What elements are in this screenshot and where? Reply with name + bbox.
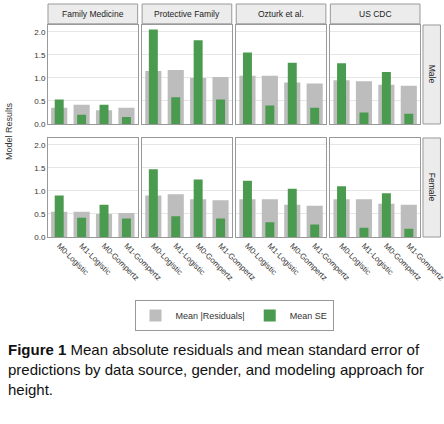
svg-text:M0-Logistic: M0-Logistic <box>149 241 184 276</box>
svg-text:M0-Gompertz: M0-Gompertz <box>382 241 423 282</box>
svg-text:Model Results: Model Results <box>4 102 14 160</box>
svg-text:M0-Logistic: M0-Logistic <box>243 241 278 276</box>
svg-text:M1-Logistic: M1-Logistic <box>77 241 112 276</box>
svg-text:2.0: 2.0 <box>34 141 46 150</box>
svg-text:1.0: 1.0 <box>34 74 46 83</box>
svg-text:2.0: 2.0 <box>34 28 46 37</box>
svg-text:Female: Female <box>427 173 437 202</box>
svg-text:US CDC: US CDC <box>359 9 392 19</box>
svg-text:M1-Gompertz: M1-Gompertz <box>405 241 444 282</box>
svg-text:Mean SE: Mean SE <box>290 311 327 321</box>
svg-text:M1-Gompertz: M1-Gompertz <box>216 241 257 282</box>
svg-text:M0-Gompertz: M0-Gompertz <box>288 241 329 282</box>
svg-text:M1-Logistic: M1-Logistic <box>171 241 206 276</box>
svg-text:1.0: 1.0 <box>34 187 46 196</box>
svg-text:M1-Gompertz: M1-Gompertz <box>310 241 351 282</box>
svg-text:M0-Gompertz: M0-Gompertz <box>100 241 141 282</box>
svg-text:0.5: 0.5 <box>34 97 46 106</box>
svg-text:M1-Logistic: M1-Logistic <box>360 241 395 276</box>
svg-text:0.5: 0.5 <box>34 210 46 219</box>
svg-text:Male: Male <box>427 65 437 84</box>
svg-text:M0-Logistic: M0-Logistic <box>337 241 372 276</box>
svg-text:M0-Logistic: M0-Logistic <box>55 241 90 276</box>
html-text:Figure 1 Mean absolute residua: Figure 1 Mean absolute residuals and mea… <box>8 341 425 398</box>
svg-text:M0-Gompertz: M0-Gompertz <box>194 241 235 282</box>
svg-text:M1-Logistic: M1-Logistic <box>266 241 301 276</box>
svg-text:0.0: 0.0 <box>34 120 46 129</box>
svg-text:0.0: 0.0 <box>34 233 46 242</box>
svg-text:Mean |Residuals|: Mean |Residuals| <box>176 311 245 321</box>
svg-text:Family Medicine: Family Medicine <box>62 9 124 19</box>
svg-text:1.5: 1.5 <box>34 164 46 173</box>
svg-text:Protective Family: Protective Family <box>154 9 220 19</box>
svg-text:1.5: 1.5 <box>34 51 46 60</box>
svg-text:M1-Gompertz: M1-Gompertz <box>122 241 163 282</box>
svg-text:Ozturk et al.: Ozturk et al. <box>258 9 304 19</box>
